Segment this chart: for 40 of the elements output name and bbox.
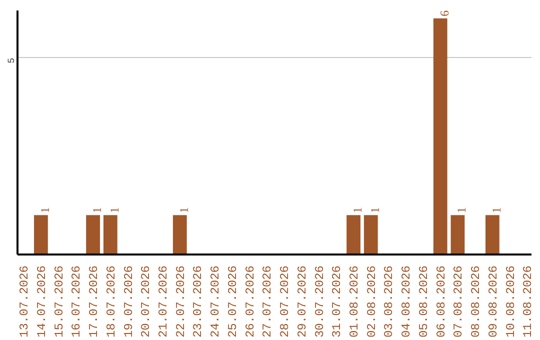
x-tick-label: 24.07.2026	[208, 265, 223, 338]
x-tick-label: 26.07.2026	[243, 265, 258, 338]
x-tick-label: 08.08.2026	[469, 265, 484, 338]
x-tick-label: 03.08.2026	[382, 265, 396, 338]
data-label: 6	[437, 10, 452, 16]
x-tick-label: 31.07.2026	[330, 265, 344, 338]
x-tick-label: 01.08.2026	[348, 265, 362, 338]
data-label: 1	[90, 207, 104, 214]
x-tick-label: 04.08.2026	[400, 265, 414, 338]
x-tick-label: 21.07.2026	[156, 265, 170, 338]
x-tick-label: 14.07.2026	[34, 265, 49, 338]
x-tick-label: 22.07.2026	[174, 265, 188, 338]
x-tick-label: 07.08.2026	[452, 265, 466, 338]
x-tick-label: 19.07.2026	[122, 265, 136, 338]
y-tick-label: 5	[6, 58, 17, 64]
data-label: 1	[489, 207, 504, 214]
data-label: 1	[350, 207, 365, 214]
data-label: 1	[454, 207, 469, 214]
data-label: 1	[368, 207, 382, 214]
x-tick-label: 10.08.2026	[504, 265, 518, 338]
x-tick-label: 27.07.2026	[260, 265, 275, 338]
x-tick-label: 11.08.2026	[521, 265, 536, 338]
x-tick-label: 23.07.2026	[191, 265, 206, 338]
x-tick-label: 18.07.2026	[104, 265, 118, 338]
x-tick-label: 02.08.2026	[364, 265, 379, 338]
x-tick-label: 15.07.2026	[52, 265, 66, 338]
x-tick-label: 06.08.2026	[434, 265, 448, 338]
x-tick-label: 28.07.2026	[278, 265, 292, 338]
x-tick-label: 13.07.2026	[18, 265, 32, 338]
x-tick-label: 16.07.2026	[70, 265, 84, 338]
data-label: 1	[38, 207, 52, 214]
x-tick-label: 30.07.2026	[312, 265, 327, 338]
x-tick-label: 29.07.2026	[295, 265, 310, 338]
x-tick-label: 17.07.2026	[87, 265, 102, 338]
x-tick-label: 09.08.2026	[486, 265, 500, 338]
data-label: 1	[176, 207, 191, 214]
data-label: 1	[107, 207, 122, 214]
x-tick-label: 05.08.2026	[416, 265, 431, 338]
x-tick-label: 25.07.2026	[226, 265, 240, 338]
x-tick-label: 20.07.2026	[139, 265, 154, 338]
